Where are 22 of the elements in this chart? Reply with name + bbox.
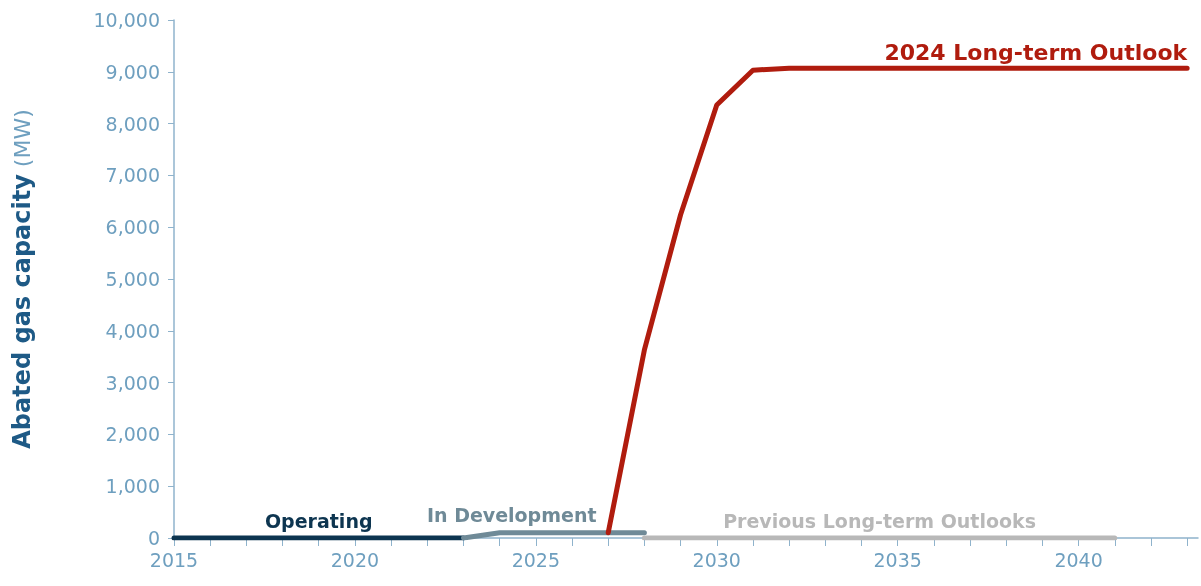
y-tick-label: 7,000: [105, 164, 160, 187]
x-tick-label: 2040: [1054, 548, 1103, 571]
series-label: Operating: [264, 509, 373, 532]
x-tick-label: 2015: [149, 548, 199, 571]
y-tick-label: 9,000: [105, 60, 160, 83]
series-label: 2024 Long-term Outlook: [884, 39, 1189, 65]
y-tick-label: 10,000: [93, 9, 160, 31]
y-tick-label: 6,000: [105, 216, 160, 239]
series-label: In Development: [426, 504, 597, 527]
x-tick-label: 2030: [692, 548, 741, 571]
y-tick-label: 2,000: [105, 423, 160, 446]
y-tick-label: 8,000: [105, 112, 160, 135]
x-tick-label: 2025: [511, 548, 561, 571]
y-tick-label: 3,000: [105, 371, 160, 394]
y-tick-label: 0: [147, 527, 160, 549]
series-label: Previous Long-term Outlooks: [723, 509, 1036, 532]
y-axis-title: Abated gas capacity (MW): [8, 109, 36, 449]
x-tick-label: 2020: [330, 548, 380, 571]
y-tick-label: 4,000: [105, 319, 160, 342]
x-tick-label: 2035: [873, 548, 922, 571]
y-tick-label: 1,000: [105, 475, 160, 498]
y-tick-label: 5,000: [105, 268, 160, 290]
